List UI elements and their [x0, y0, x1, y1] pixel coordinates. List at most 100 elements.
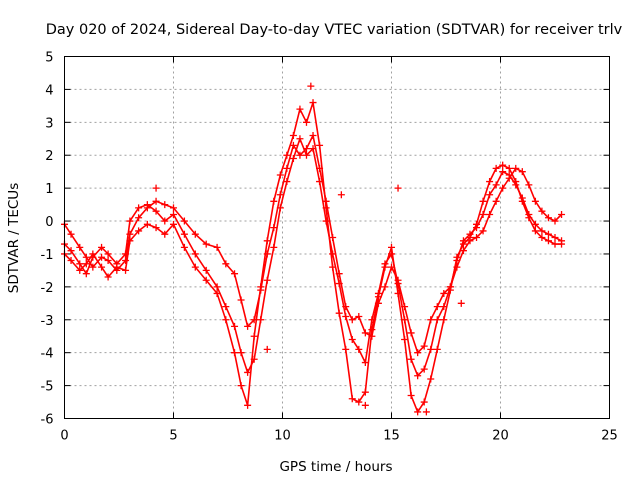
x-tick-label: 25 [601, 429, 618, 444]
data-point [427, 345, 435, 353]
data-point [531, 227, 539, 235]
spike-point [394, 184, 402, 192]
y-tick-label: 1 [45, 182, 53, 197]
data-point [427, 316, 435, 324]
data-point [222, 303, 230, 311]
data-point [276, 171, 284, 179]
data-point [440, 289, 448, 297]
data-point [446, 286, 454, 294]
data-point [135, 227, 143, 235]
y-tick-label: 4 [45, 83, 53, 98]
data-point [512, 178, 520, 186]
data-point [237, 382, 245, 390]
data-point [170, 210, 177, 218]
data-point [213, 283, 221, 291]
data-point [531, 197, 539, 205]
data-point [76, 243, 84, 251]
data-point [518, 168, 526, 176]
data-point [335, 309, 343, 317]
data-point [309, 131, 317, 139]
data-point [538, 227, 546, 235]
data-point [499, 184, 507, 192]
data-point [348, 336, 356, 344]
data-point [414, 372, 422, 380]
data-point [440, 316, 448, 324]
data-point [531, 220, 539, 228]
spike-point [361, 401, 369, 409]
series-line [63, 133, 563, 355]
data-point [401, 336, 409, 344]
data-point [361, 388, 369, 396]
data-point [244, 401, 252, 409]
data-point [231, 270, 239, 278]
data-point [492, 164, 500, 172]
y-tick-label: -1 [41, 248, 54, 263]
spike-point [307, 82, 315, 90]
data-point [244, 322, 252, 330]
data-point [98, 243, 106, 251]
data-point [104, 250, 112, 258]
series-line [63, 136, 562, 378]
chart-title: Day 020 of 2024, Sidereal Day-to-day VTE… [46, 22, 623, 38]
data-point [316, 141, 324, 149]
data-point [407, 329, 415, 337]
data-point [289, 141, 297, 149]
data-point [381, 263, 389, 271]
data-point [342, 312, 350, 320]
data-point [499, 168, 507, 176]
data-point [368, 326, 376, 334]
data-point [499, 161, 507, 169]
data-point [381, 283, 389, 291]
data-point [67, 230, 75, 238]
spike-point [263, 345, 271, 353]
x-tick-label: 5 [169, 429, 177, 444]
data-point [525, 214, 533, 222]
data-point [191, 263, 199, 271]
x-tick-label: 20 [492, 429, 509, 444]
x-tick-label: 15 [383, 429, 400, 444]
data-point [505, 164, 513, 172]
data-point [270, 243, 278, 251]
y-tick-label: -5 [41, 380, 54, 395]
data-point [374, 293, 382, 301]
data-point [276, 191, 284, 199]
data-point [222, 260, 230, 268]
data-point [222, 316, 230, 324]
data-point [126, 237, 134, 245]
data-point [67, 247, 75, 255]
data-point [270, 224, 278, 232]
data-point [486, 210, 494, 218]
data-point [479, 227, 487, 235]
data-point [237, 349, 245, 357]
data-point [250, 332, 258, 340]
data-point [126, 217, 134, 225]
data-point [414, 349, 422, 357]
data-point [180, 230, 188, 238]
y-tick-label: 5 [45, 51, 53, 66]
data-point [394, 289, 402, 297]
data-point [170, 220, 177, 228]
data-point [161, 217, 169, 225]
data-point [329, 234, 337, 241]
data-point [538, 207, 546, 215]
data-point [296, 105, 304, 113]
data-point [388, 243, 395, 251]
data-point [104, 257, 112, 265]
spike-point [337, 191, 345, 199]
data-point [296, 135, 304, 143]
x-axis-label: GPS time / hours [279, 459, 392, 475]
data-point [329, 263, 337, 271]
data-point [170, 204, 177, 212]
data-point [302, 151, 310, 159]
data-point [122, 266, 130, 274]
data-point [459, 247, 467, 255]
data-point [453, 253, 461, 261]
data-point [213, 243, 221, 251]
data-point [76, 266, 84, 274]
spike-point [457, 299, 465, 307]
data-point [486, 178, 494, 186]
data-point [202, 276, 210, 284]
data-point [202, 266, 210, 274]
data-point [89, 250, 97, 258]
